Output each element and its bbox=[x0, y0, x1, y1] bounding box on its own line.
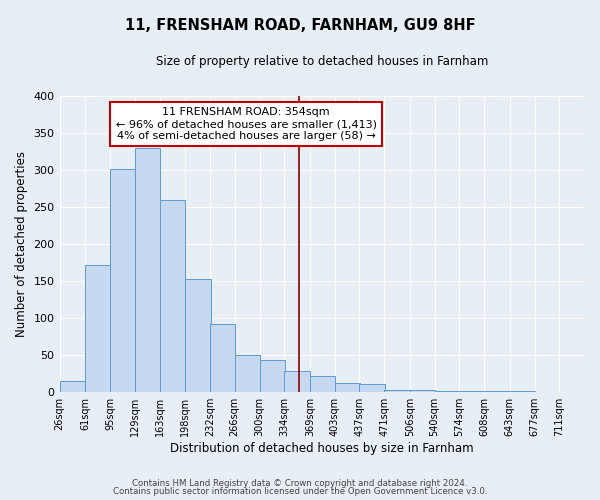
Bar bbox=[335, 384, 360, 392]
Bar bbox=[260, 360, 285, 392]
Bar bbox=[135, 148, 160, 392]
Title: Size of property relative to detached houses in Farnham: Size of property relative to detached ho… bbox=[156, 55, 488, 68]
Text: 11, FRENSHAM ROAD, FARNHAM, GU9 8HF: 11, FRENSHAM ROAD, FARNHAM, GU9 8HF bbox=[125, 18, 475, 32]
X-axis label: Distribution of detached houses by size in Farnham: Distribution of detached houses by size … bbox=[170, 442, 474, 455]
Text: 11 FRENSHAM ROAD: 354sqm
← 96% of detached houses are smaller (1,413)
4% of semi: 11 FRENSHAM ROAD: 354sqm ← 96% of detach… bbox=[116, 108, 377, 140]
Bar bbox=[85, 264, 110, 392]
Bar bbox=[359, 384, 385, 392]
Text: Contains public sector information licensed under the Open Government Licence v3: Contains public sector information licen… bbox=[113, 487, 487, 496]
Y-axis label: Number of detached properties: Number of detached properties bbox=[15, 151, 28, 337]
Bar bbox=[310, 376, 335, 392]
Bar bbox=[210, 324, 235, 392]
Bar bbox=[235, 355, 260, 392]
Bar bbox=[385, 390, 410, 392]
Bar bbox=[110, 169, 136, 392]
Bar bbox=[284, 370, 310, 392]
Bar bbox=[59, 381, 85, 392]
Text: Contains HM Land Registry data © Crown copyright and database right 2024.: Contains HM Land Registry data © Crown c… bbox=[132, 478, 468, 488]
Bar bbox=[434, 390, 460, 392]
Bar bbox=[160, 200, 185, 392]
Bar bbox=[185, 278, 211, 392]
Bar bbox=[410, 390, 436, 392]
